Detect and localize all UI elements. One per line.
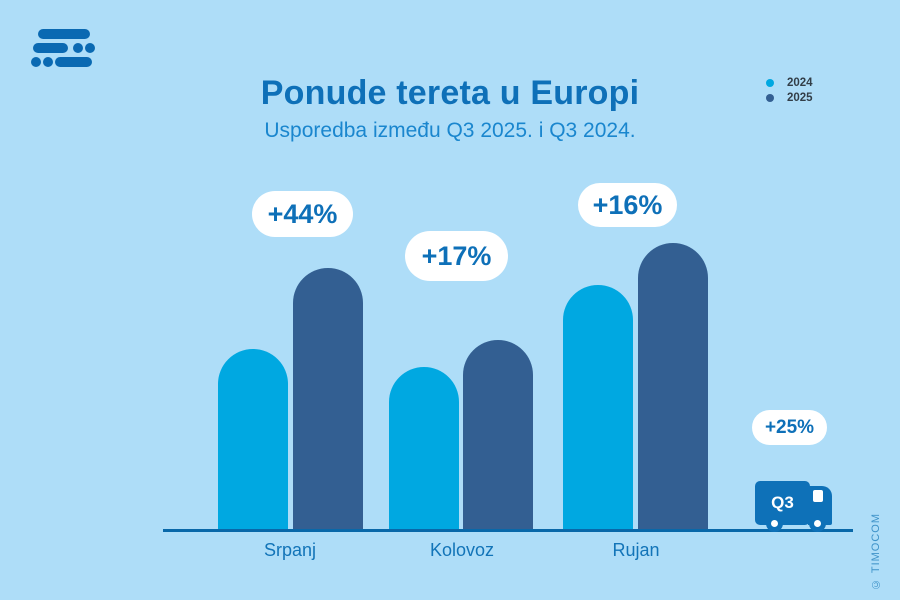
page-title: Ponude tereta u Europi [260,74,640,112]
logo-dot [73,43,83,53]
growth-badge-rujan: +16% [578,183,677,227]
x-label-kolovoz: Kolovoz [429,540,495,560]
logo-bar [55,57,92,67]
truck-wheel [809,515,826,532]
legend-dot-2024 [766,79,774,87]
timocom-logo [31,28,95,68]
bar-2024-rujan [563,285,633,530]
legend-label-2025: 2025 [787,92,813,104]
growth-badge-srpanj: +44% [252,191,353,237]
legend: 2024 2025 [766,76,813,106]
truck-body: Q3 [755,481,810,525]
x-label-rujan: Rujan [612,540,660,560]
bar-2025-srpanj [293,268,363,530]
truck-q3-label: Q3 [771,493,794,512]
logo-bar [33,43,68,53]
bar-2025-rujan [638,243,708,530]
bar-2024-srpanj [218,349,288,530]
bar-2025-kolovoz [463,340,533,530]
bar-2024-kolovoz [389,367,459,530]
logo-dot [43,57,53,67]
page-subtitle: Usporedba između Q3 2025. i Q3 2024. [264,119,636,142]
truck-window [813,490,823,502]
truck-wheel [766,515,783,532]
legend-item-2025: 2025 [766,91,813,105]
legend-label-2024: 2024 [787,77,813,89]
x-label-srpanj: Srpanj [263,540,317,560]
logo-dot [31,57,41,67]
growth-badge-kolovoz: +17% [405,231,508,281]
legend-item-2024: 2024 [766,76,813,90]
growth-badge-q3-total: +25% [752,410,827,445]
copyright-text: © TIMOCOM [870,512,882,590]
logo-bar [38,29,90,39]
x-axis-line [163,529,853,532]
logo-dot [85,43,95,53]
delivery-truck-icon: Q3 [753,478,837,536]
legend-dot-2025 [766,94,774,102]
